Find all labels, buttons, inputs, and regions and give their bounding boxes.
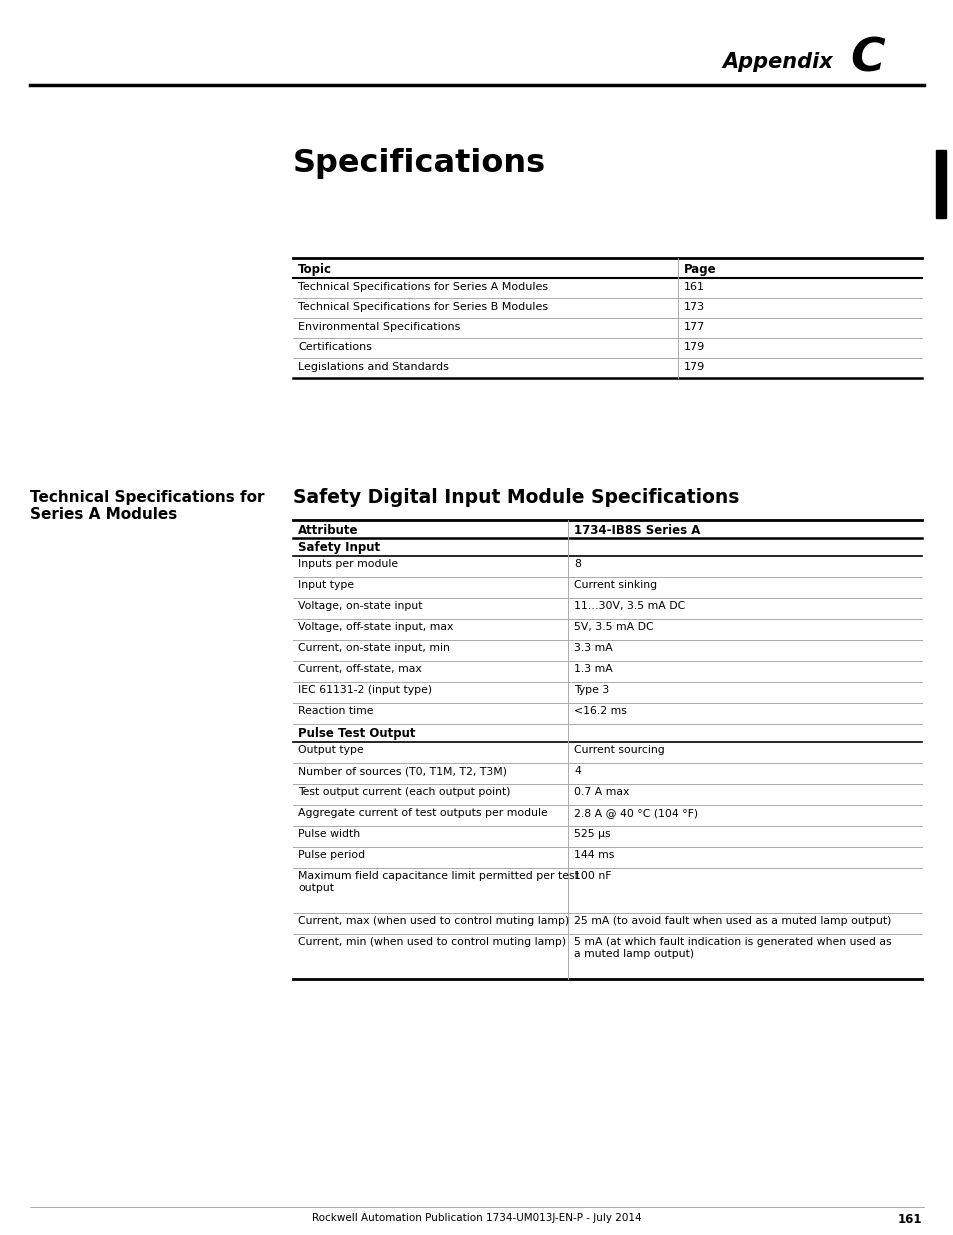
Text: Pulse width: Pulse width	[297, 829, 359, 839]
Text: 4: 4	[574, 766, 580, 776]
Text: Technical Specifications for Series A Modules: Technical Specifications for Series A Mo…	[297, 282, 548, 291]
Text: 179: 179	[683, 362, 704, 372]
Text: Attribute: Attribute	[297, 524, 358, 537]
Text: Series A Modules: Series A Modules	[30, 508, 177, 522]
Text: C: C	[849, 37, 883, 82]
Text: 144 ms: 144 ms	[574, 850, 614, 860]
Text: Output type: Output type	[297, 745, 363, 755]
Text: 3.3 mA: 3.3 mA	[574, 643, 612, 653]
Text: Topic: Topic	[297, 263, 332, 275]
Text: 11…30V, 3.5 mA DC: 11…30V, 3.5 mA DC	[574, 601, 684, 611]
Text: Pulse Test Output: Pulse Test Output	[297, 727, 416, 740]
Bar	[935, 149, 945, 219]
Text: Safety Input: Safety Input	[297, 541, 379, 555]
Text: Current sourcing: Current sourcing	[574, 745, 664, 755]
Text: Safety Digital Input Module Specifications: Safety Digital Input Module Specificatio…	[293, 488, 739, 508]
Text: Current, min (when used to control muting lamp): Current, min (when used to control mutin…	[297, 937, 565, 947]
Text: 8: 8	[574, 559, 580, 569]
Text: Specifications: Specifications	[293, 148, 545, 179]
Text: Aggregate current of test outputs per module: Aggregate current of test outputs per mo…	[297, 808, 547, 818]
Text: Maximum field capacitance limit permitted per test
output: Maximum field capacitance limit permitte…	[297, 871, 578, 893]
Text: Test output current (each output point): Test output current (each output point)	[297, 787, 510, 797]
Text: Appendix: Appendix	[721, 52, 840, 72]
Text: 1.3 mA: 1.3 mA	[574, 664, 612, 674]
Text: Current, on-state input, min: Current, on-state input, min	[297, 643, 450, 653]
Text: Current, max (when used to control muting lamp): Current, max (when used to control mutin…	[297, 916, 569, 926]
Text: IEC 61131-2 (input type): IEC 61131-2 (input type)	[297, 685, 432, 695]
Text: 177: 177	[683, 322, 704, 332]
Text: Reaction time: Reaction time	[297, 706, 374, 716]
Text: Technical Specifications for: Technical Specifications for	[30, 490, 264, 505]
Text: Legislations and Standards: Legislations and Standards	[297, 362, 449, 372]
Text: Type 3: Type 3	[574, 685, 609, 695]
Text: Inputs per module: Inputs per module	[297, 559, 397, 569]
Text: Current sinking: Current sinking	[574, 580, 657, 590]
Text: 5V, 3.5 mA DC: 5V, 3.5 mA DC	[574, 622, 653, 632]
Text: Page: Page	[683, 263, 716, 275]
Text: 525 μs: 525 μs	[574, 829, 610, 839]
Text: Input type: Input type	[297, 580, 354, 590]
Text: 161: 161	[683, 282, 704, 291]
Text: Current, off-state, max: Current, off-state, max	[297, 664, 421, 674]
Text: Environmental Specifications: Environmental Specifications	[297, 322, 460, 332]
Text: Voltage, off-state input, max: Voltage, off-state input, max	[297, 622, 453, 632]
Text: <16.2 ms: <16.2 ms	[574, 706, 626, 716]
Text: 100 nF: 100 nF	[574, 871, 611, 881]
Text: 5 mA (at which fault indication is generated when used as
a muted lamp output): 5 mA (at which fault indication is gener…	[574, 937, 891, 958]
Text: 2.8 A @ 40 °C (104 °F): 2.8 A @ 40 °C (104 °F)	[574, 808, 698, 818]
Text: Certifications: Certifications	[297, 342, 372, 352]
Text: Rockwell Automation Publication 1734-UM013J-EN-P - July 2014: Rockwell Automation Publication 1734-UM0…	[312, 1213, 641, 1223]
Text: 173: 173	[683, 303, 704, 312]
Text: 0.7 A max: 0.7 A max	[574, 787, 629, 797]
Text: Pulse period: Pulse period	[297, 850, 365, 860]
Text: 179: 179	[683, 342, 704, 352]
Text: 1734-IB8S Series A: 1734-IB8S Series A	[574, 524, 700, 537]
Text: Voltage, on-state input: Voltage, on-state input	[297, 601, 422, 611]
Text: Technical Specifications for Series B Modules: Technical Specifications for Series B Mo…	[297, 303, 548, 312]
Text: 161: 161	[897, 1213, 921, 1226]
Text: 25 mA (to avoid fault when used as a muted lamp output): 25 mA (to avoid fault when used as a mut…	[574, 916, 890, 926]
Text: Number of sources (T0, T1M, T2, T3M): Number of sources (T0, T1M, T2, T3M)	[297, 766, 506, 776]
